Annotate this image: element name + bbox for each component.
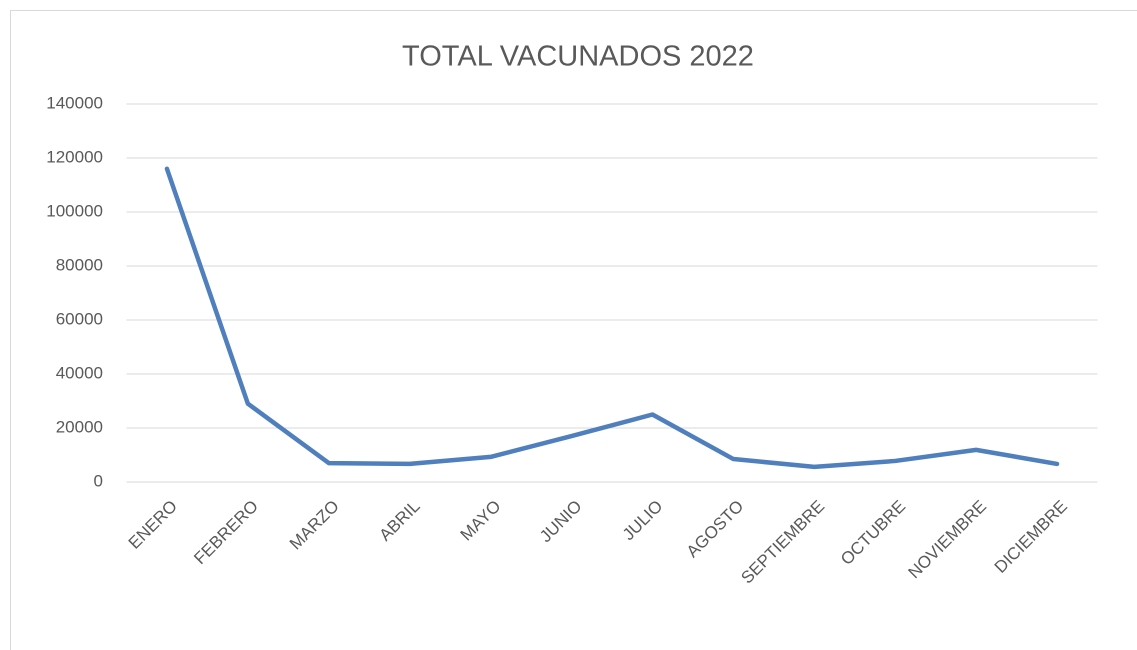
y-tick-label: 40000 [56,363,103,382]
y-tick-label: 20000 [56,417,103,436]
y-tick-label: 0 [94,471,103,490]
y-tick-label: 80000 [56,255,103,274]
chart-title: TOTAL VACUNADOS 2022 [402,41,754,73]
y-tick-label: 140000 [46,93,103,112]
y-tick-label: 100000 [46,201,103,220]
y-tick-label: 60000 [56,309,103,328]
y-tick-label: 120000 [46,147,103,166]
series-line [164,166,1060,470]
chart-frame [10,10,1137,650]
